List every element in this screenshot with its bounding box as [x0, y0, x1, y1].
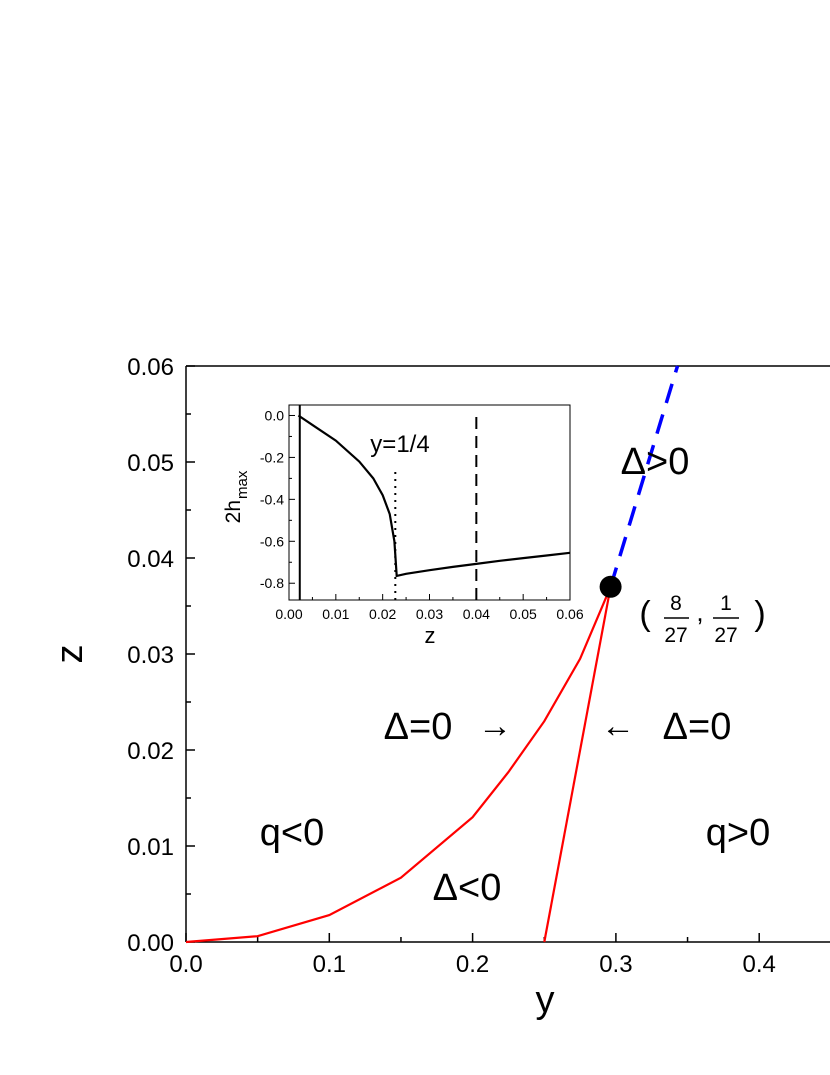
inset-x-tick-label: 0.06 — [556, 606, 583, 622]
inset-y-tick-label: -0.4 — [260, 491, 284, 507]
series-line-2 — [543, 586, 612, 943]
inset-y-label-sub: max — [234, 470, 251, 499]
y-tick-label: 0.03 — [127, 642, 174, 669]
label-comma: , — [696, 597, 703, 627]
y-tick-label: 0.06 — [127, 354, 174, 381]
annotation-delta-negative: Δ<0 — [433, 867, 502, 909]
y-tick-label: 0.01 — [127, 834, 174, 861]
y-tick-label: 0.05 — [127, 450, 174, 477]
series-line-3 — [608, 365, 680, 588]
inset-chart: 0.00 0.01 0.02 0.03 0.04 0.05 0.06 0.0 -0.2 -0.4… — [222, 404, 584, 648]
annotation-delta-positive: Δ>0 — [621, 441, 690, 483]
critical-point-marker — [599, 575, 622, 598]
inset-x-tick-label: 0.01 — [322, 606, 349, 622]
x-tick-label: 0.2 — [456, 951, 489, 978]
inset-x-tick-label: 0.02 — [369, 606, 396, 622]
inset-curve — [297, 414, 571, 578]
inset-x-tick-label: 0.05 — [510, 606, 537, 622]
annotation-delta-zero-left: Δ=0 — [384, 706, 453, 748]
frac2-numerator: 1 — [720, 592, 732, 615]
inset-y-axis-label: 2h max — [222, 470, 251, 523]
annotation-q-negative: q<0 — [260, 812, 324, 854]
inset-x-ticks: 0.00 0.01 0.02 0.03 0.04 0.05 0.06 — [275, 594, 584, 622]
x-tick-label: 0.1 — [313, 951, 346, 978]
main-axes: 0.0 0.1 0.2 0.3 0.4 0.000.010.020.030.040.05… — [127, 354, 830, 978]
arrow-right-icon: → — [478, 707, 512, 745]
annotation-q-positive: q>0 — [706, 812, 770, 854]
x-tick-label: 0.3 — [599, 951, 632, 978]
x-tick-label: 0.4 — [743, 951, 776, 978]
inset-x-axis-label: z — [425, 623, 436, 648]
label-paren-open: ( — [639, 595, 651, 633]
label-paren-close: ) — [754, 595, 765, 633]
frac1-numerator: 8 — [670, 592, 682, 615]
critical-point-label: ( 8 27 , 1 27 ) — [639, 592, 765, 647]
y-axis-label: z — [49, 645, 91, 664]
inset-y-tick-label: -0.8 — [260, 575, 284, 591]
arrow-left-icon: ← — [601, 707, 635, 745]
series-line-1 — [185, 586, 612, 944]
y-tick-label: 0.02 — [127, 738, 174, 765]
inset-x-tick-label: 0.00 — [275, 606, 302, 622]
inset-y-ticks: 0.0 -0.2 -0.4 -0.6 -0.8 — [260, 407, 295, 591]
y-tick-label: 0.00 — [127, 930, 174, 957]
inset-x-tick-label: 0.03 — [416, 606, 443, 622]
x-tick-label: 0.0 — [169, 951, 202, 978]
inset-annotation: y=1/4 — [370, 431, 429, 458]
annotation-delta-zero-right: Δ=0 — [663, 706, 732, 748]
inset-y-tick-label: 0.0 — [265, 407, 285, 423]
x-axis-label: y — [536, 979, 555, 1021]
inset-x-tick-label: 0.04 — [463, 606, 490, 622]
series-layer — [185, 365, 680, 944]
frac2-denominator: 27 — [714, 624, 737, 647]
inset-y-tick-label: -0.2 — [260, 449, 284, 465]
inset-y-label-main: 2h — [222, 500, 245, 523]
y-tick-label: 0.04 — [127, 546, 174, 573]
frac1-denominator: 27 — [664, 624, 687, 647]
inset-y-tick-label: -0.6 — [260, 533, 284, 549]
inset-vlines — [298, 405, 478, 600]
y-ticks: 0.00 0.01 0.02 0.03 0.04 0.05 0.06 — [127, 354, 195, 957]
x-ticks: 0.0 0.1 0.2 0.3 0.4 — [169, 933, 776, 978]
